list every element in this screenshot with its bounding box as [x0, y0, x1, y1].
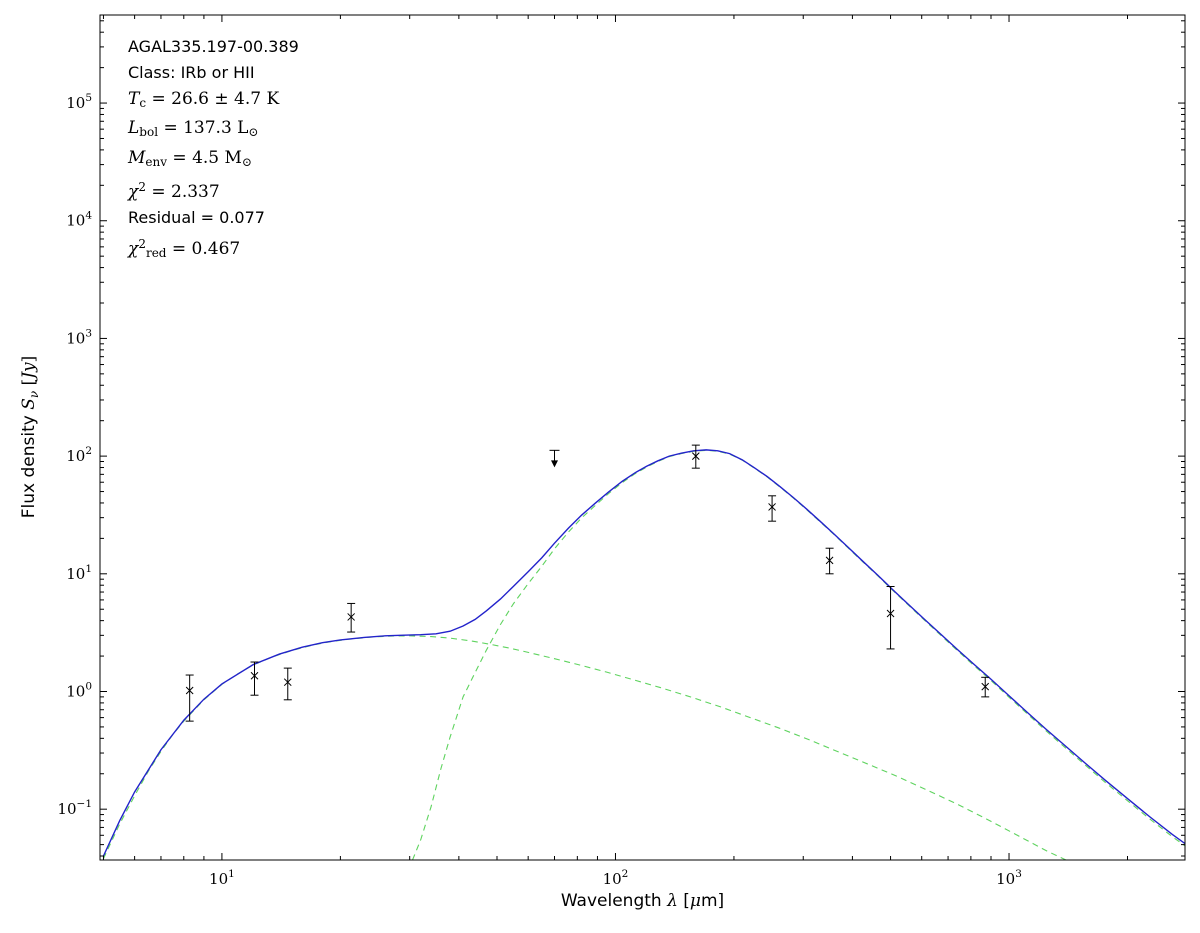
annotation-line-2: Class: IRb or HII: [128, 63, 255, 83]
x-tick-label: 101: [209, 868, 235, 888]
annotation-line-1: AGAL335.197-00.389: [128, 37, 299, 56]
x-tick-label: 102: [603, 868, 629, 888]
down-arrow-icon: [551, 460, 559, 468]
data-point: [185, 674, 194, 722]
data-point: [691, 444, 700, 469]
annotation-line-7: Residual = 0.077: [128, 208, 265, 228]
data-point: [768, 495, 777, 522]
annotation-line-8: χ2red = 0.467: [128, 236, 241, 260]
y-axis-label: Flux density Sν [Jy]: [19, 356, 41, 519]
data-point: [886, 586, 895, 650]
annotation-line-5: Menv = 4.5 M⊙: [128, 147, 252, 169]
data-point: [825, 547, 834, 575]
x-tick-label: 103: [996, 868, 1022, 888]
axes-frame: [99, 14, 1186, 861]
axis-ticks: [100, 15, 1185, 860]
y-tick-label: 10−1: [57, 798, 92, 818]
annotation-line-3: Tc = 26.6 ± 4.7 K: [128, 88, 280, 110]
fit-parameters-annotation: AGAL335.197-00.389 Class: IRb or HII Tc = …: [128, 34, 299, 266]
y-tick-label: 104: [66, 210, 92, 230]
annotation-line-6: χ2 = 2.337: [128, 180, 220, 203]
y-tick-label: 100: [66, 680, 92, 700]
data-point: [347, 602, 356, 633]
annotation-line-4: Lbol = 137.3 L⊙: [128, 118, 259, 140]
y-tick-label: 101: [66, 563, 92, 583]
model-curves: [102, 449, 1185, 860]
warm-component-curve: [102, 635, 1068, 860]
y-tick-label: 102: [66, 445, 92, 465]
upper-limit-point: [549, 449, 560, 468]
total-model-curve: [102, 449, 1185, 857]
data-point: [250, 661, 259, 696]
y-tick-label: 105: [66, 92, 92, 112]
data-points: [185, 444, 990, 722]
y-tick-label: 103: [66, 327, 92, 347]
cold-component-curve: [412, 449, 1185, 860]
data-point: [981, 676, 990, 698]
data-point: [283, 667, 292, 701]
x-axis-label: Wavelength λ [μm]: [561, 891, 724, 911]
